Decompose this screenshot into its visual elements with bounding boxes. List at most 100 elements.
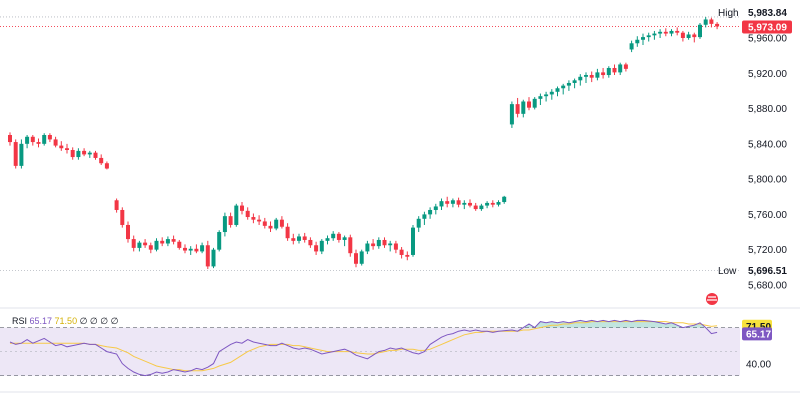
candle-body	[376, 239, 381, 247]
candle	[188, 246, 193, 255]
candle	[342, 235, 347, 247]
price-axis: 5,680.00 5,720.00 5,760.00 5,800.00 5,840.00…	[706, 8, 792, 305]
candle-body	[589, 75, 594, 78]
candle	[658, 29, 663, 38]
candle	[527, 97, 531, 111]
candle	[302, 232, 307, 243]
candle-body	[416, 218, 421, 228]
candle-body	[584, 75, 588, 77]
candle	[692, 32, 697, 43]
rsi-badge-label: 65.17	[746, 329, 771, 340]
candle	[371, 239, 376, 250]
candle	[222, 212, 227, 237]
candle	[456, 197, 461, 208]
candle	[578, 74, 583, 86]
candle-body	[623, 64, 628, 69]
candle-body	[652, 33, 657, 36]
candle	[382, 237, 387, 248]
candle	[183, 244, 187, 254]
candle	[257, 215, 262, 225]
candle	[291, 233, 296, 245]
candle	[572, 78, 577, 89]
candle-body	[308, 239, 313, 246]
candle-body	[566, 82, 571, 86]
candle-body	[485, 202, 490, 206]
candle-body	[618, 64, 623, 73]
candle-body	[245, 210, 250, 218]
candle	[549, 89, 554, 100]
y-tick-label: 5,800.00	[748, 175, 787, 186]
candle	[171, 235, 176, 245]
candle-body	[538, 96, 543, 99]
candle	[584, 72, 588, 83]
candle-body	[325, 238, 330, 241]
candle-body	[13, 142, 18, 166]
candle-body	[468, 202, 472, 206]
candle-body	[268, 225, 273, 229]
candle	[612, 64, 617, 76]
candle	[698, 22, 702, 39]
candle-body	[515, 104, 520, 114]
rsi-badge-label: 40.00	[746, 360, 771, 371]
candle-body	[629, 43, 634, 50]
candle	[143, 239, 148, 248]
candle-body	[578, 76, 583, 81]
candle	[646, 32, 651, 42]
candle-body	[473, 205, 478, 210]
candle	[606, 66, 611, 78]
candle-body	[65, 148, 69, 150]
candle-body	[234, 205, 239, 225]
candle	[47, 133, 52, 143]
candle	[555, 86, 560, 97]
candle	[245, 207, 250, 220]
event-icon[interactable]	[706, 293, 718, 305]
price-grid	[0, 16, 740, 271]
candle-body	[680, 32, 685, 38]
low-value: 5,696.51	[748, 266, 787, 277]
candle	[618, 62, 623, 76]
candle	[462, 200, 467, 210]
candle-body	[388, 243, 393, 246]
candle-body	[433, 206, 438, 210]
candle-body	[217, 232, 222, 250]
candle-body	[595, 72, 600, 78]
candle	[496, 200, 501, 207]
candle-body	[104, 163, 109, 169]
candle-body	[692, 34, 697, 38]
candle-body	[154, 240, 159, 250]
candle-body	[422, 214, 427, 219]
candle	[348, 234, 353, 257]
candle-body	[502, 196, 507, 203]
candle	[217, 230, 222, 252]
candle-body	[47, 135, 52, 140]
candle	[114, 198, 119, 213]
candle	[274, 217, 279, 231]
candle	[268, 221, 273, 233]
candle	[59, 141, 64, 151]
candle-body	[291, 238, 296, 241]
candle	[601, 67, 606, 79]
candle-body	[342, 237, 347, 240]
high-label: High	[718, 8, 739, 19]
candle	[388, 240, 393, 252]
candle-body	[53, 139, 58, 146]
candle	[663, 28, 668, 37]
candle-body	[635, 39, 640, 44]
candle-body	[257, 219, 262, 222]
candle	[561, 83, 566, 95]
y-tick-label: 5,760.00	[748, 210, 787, 221]
candle-body	[490, 202, 495, 205]
candle-body	[354, 253, 358, 264]
candle-body	[496, 202, 501, 205]
candle-body	[126, 224, 130, 240]
candle-body	[279, 219, 284, 227]
candle	[479, 203, 484, 211]
candle	[686, 31, 691, 40]
candle	[228, 212, 233, 228]
candle-body	[59, 145, 64, 149]
candle-body	[555, 88, 560, 92]
candle-body	[509, 104, 514, 125]
candle	[680, 30, 685, 42]
